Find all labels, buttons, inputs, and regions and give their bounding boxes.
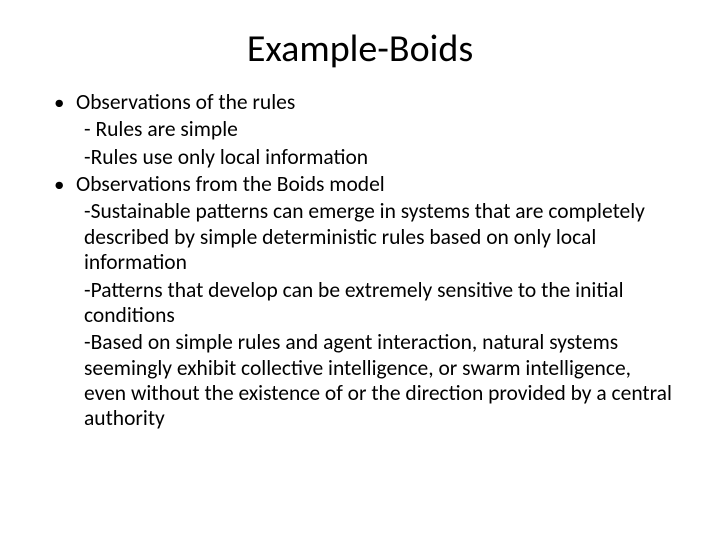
slide: Example-Boids Observations of the rules … — [0, 0, 720, 540]
sub-item: -Patterns that develop can be extremely … — [48, 278, 672, 329]
sub-item: -Based on simple rules and agent interac… — [48, 330, 672, 431]
slide-title: Example-Boids — [0, 0, 720, 90]
bullet-item: Observations from the Boids model — [48, 172, 672, 197]
sub-item: - Rules are simple — [48, 117, 672, 142]
bullet-item: Observations of the rules — [48, 90, 672, 115]
sub-item: -Sustainable patterns can emerge in syst… — [48, 199, 672, 275]
slide-body: Observations of the rules - Rules are si… — [0, 90, 720, 432]
sub-item: -Rules use only local information — [48, 145, 672, 170]
